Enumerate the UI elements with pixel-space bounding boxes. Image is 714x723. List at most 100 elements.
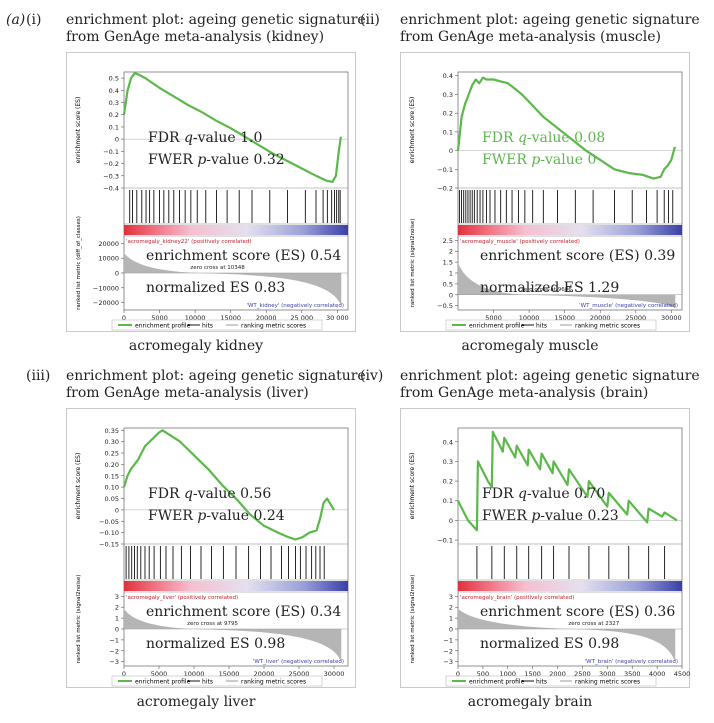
y-tick-label: −0.15	[99, 541, 119, 549]
nes-value: 0.98	[254, 636, 285, 652]
x-tick-label: 1500	[524, 670, 541, 678]
enrichment-profile-line	[122, 429, 335, 541]
metric-tick-label: −10000	[93, 284, 119, 292]
legend-box	[445, 319, 657, 331]
x-tick-label: 25 000	[290, 314, 313, 322]
y-tick-label: 0.2	[443, 110, 453, 118]
y-tick-label: 0.4	[443, 72, 453, 80]
metric-tick-label: 2	[115, 604, 119, 612]
legend-ranking-label: ranking metric scores	[241, 323, 306, 330]
fdr-value-text: FDR q-value 0.56	[148, 486, 271, 502]
y-tick-label: −0.2	[437, 185, 453, 193]
metric-tick-label: 1	[449, 615, 453, 623]
x-tick-label: 2000	[549, 670, 566, 678]
fwer-italic: p	[531, 508, 540, 524]
panel-title: enrichment plot: ageing genetic signatur…	[66, 12, 366, 45]
enrichment-plot-brain: 0.4 0.3 0.2 0.1 0 −0.1 enrichment score (ES) 3 2…	[400, 408, 690, 688]
metric-tick-label: 2.5	[443, 237, 453, 245]
legend-ranking-label: ranking metric scores	[241, 679, 306, 686]
metric-tick-label: −3	[443, 658, 453, 666]
fdr-italic: q	[184, 486, 193, 502]
metric-tick-label: 2	[449, 604, 453, 612]
figure-label: (a)	[6, 12, 26, 28]
nes-value: 0.98	[588, 636, 619, 652]
x-tick-label: 10000	[184, 670, 205, 678]
ranking-color-bar	[458, 225, 682, 235]
positive-correlation-label: 'acromegaly_liver' (positively correlate…	[126, 595, 238, 601]
fwer-italic: p	[531, 152, 540, 168]
es-value-text: enrichment score (ES) 0.36	[480, 604, 675, 620]
y-tick-label: 0.3	[443, 91, 453, 99]
metric-tick-label: −3	[109, 658, 119, 666]
nes-value-text: normalized ES 0.83	[146, 280, 285, 296]
fwer-value: 0.24	[254, 508, 285, 524]
positive-correlation-label: 'acromegaly_muscle' (positively correlat…	[460, 239, 580, 245]
fdr-italic: q	[184, 130, 193, 146]
nes-value-text: normalized ES 1.29	[480, 280, 619, 296]
x-tick-label: 25000	[625, 314, 646, 322]
enrichment-profile-line	[457, 430, 678, 532]
metric-tick-label: 3	[115, 593, 119, 601]
x-tick-label: 5000	[151, 314, 168, 322]
es-axis-label: enrichment score (ES)	[75, 453, 82, 520]
x-tick-label: 4000	[649, 670, 666, 678]
panel-number: (i)	[26, 12, 42, 28]
fdr-value: 0.08	[574, 130, 605, 146]
y-tick-label: −0.2	[103, 160, 119, 168]
x-tick-label: 10000	[519, 314, 540, 322]
y-tick-label: 0.30	[105, 438, 119, 446]
fdr-suffix: -value	[193, 130, 240, 146]
legend-box	[445, 675, 657, 687]
panel-caption: acromegaly muscle	[461, 338, 599, 354]
metric-tick-label: 0	[449, 626, 453, 634]
metric-tick-label: 20000	[98, 240, 119, 248]
fdr-suffix: -value	[193, 486, 240, 502]
zero-cross-label: zero cross at 10348	[190, 265, 245, 271]
fdr-value: 0.70	[574, 486, 605, 502]
legend-hits-label: hits	[202, 323, 213, 330]
y-tick-label: 0.1	[443, 128, 453, 136]
panel-number: (iii)	[26, 368, 51, 384]
x-tick-label: 500	[477, 670, 489, 678]
y-tick-label: 0.4	[443, 438, 453, 446]
legend-box	[111, 675, 323, 687]
y-tick-label: 0.10	[105, 484, 119, 492]
x-tick-label: 5000	[485, 314, 502, 322]
metric-axis-label: ranked list metric (diff_of_classes)	[76, 216, 82, 310]
y-tick-label: −0.1	[437, 166, 453, 174]
metric-tick-label: 0	[115, 626, 119, 634]
x-tick-label: 15000	[220, 314, 241, 322]
metric-tick-label: −0.5	[437, 302, 453, 310]
legend-profile-label: enrichment profile	[135, 323, 191, 330]
es-value: 0.39	[644, 248, 675, 264]
es-value: 0.34	[310, 604, 341, 620]
fwer-value-text: FWER p-value 0.32	[148, 152, 285, 168]
y-tick-label: −0.1	[437, 537, 453, 545]
legend-hits-label: hits	[202, 679, 213, 686]
fwer-value: 0.23	[588, 508, 619, 524]
fdr-italic: q	[518, 130, 527, 146]
es-value: 0.36	[644, 604, 675, 620]
panel-brain: (iv) enrichment plot: ageing genetic sig…	[360, 368, 700, 723]
x-tick-label: 20000	[256, 314, 277, 322]
y-tick-label: 0.15	[105, 472, 119, 480]
fwer-value: 0	[588, 152, 597, 168]
legend-ranking-label: ranking metric scores	[575, 323, 640, 330]
x-tick-label: 20000	[254, 670, 275, 678]
panel-number: (iv)	[360, 368, 384, 384]
x-tick-label: 30000	[661, 314, 682, 322]
enrichment-plot-kidney: 0.5 0.4 0.3 0.2 0.1 0 −0.1 −0.2 −0.3 −0.4 enrichme…	[66, 52, 356, 332]
fwer-value-text: FWER p-value 0.23	[482, 508, 619, 524]
fdr-suffix: -value	[527, 130, 574, 146]
metric-axis-label: ranked list metric (signal2noise)	[410, 219, 416, 308]
x-tick-label: 0	[122, 670, 126, 678]
metric-tick-label: 0	[115, 270, 119, 278]
fdr-suffix: -value	[527, 486, 574, 502]
fwer-value: 0.32	[254, 152, 285, 168]
y-tick-label: −0.4	[103, 185, 119, 193]
fwer-value-text: FWER p-value 0.24	[148, 508, 285, 524]
es-value-text: enrichment score (ES) 0.39	[480, 248, 675, 264]
panel-title: enrichment plot: ageing genetic signatur…	[66, 368, 366, 401]
y-tick-label: 0	[115, 136, 119, 144]
es-axis-label: enrichment score (ES)	[409, 453, 416, 520]
